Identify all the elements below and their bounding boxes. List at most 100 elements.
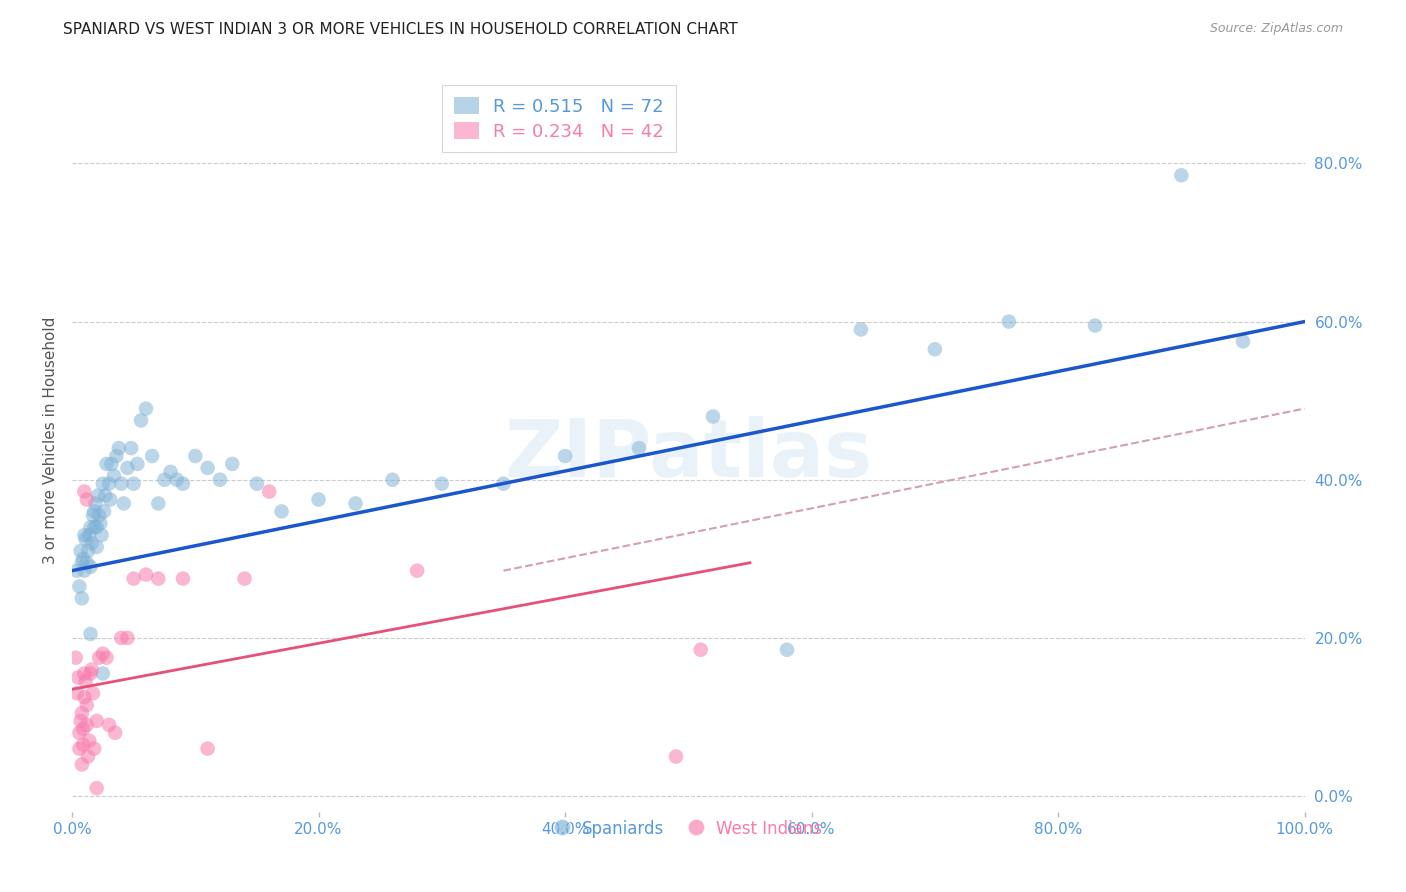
Point [66,564,89,578]
Point [96,650,118,665]
Point [628,441,651,455]
Point [129,413,152,427]
Point [197,741,219,756]
Point [96,457,118,471]
Point [75,674,97,689]
Point [153,473,176,487]
Point [127,457,149,471]
Point [70,706,93,720]
Point [122,476,145,491]
Point [197,461,219,475]
Point [87,489,110,503]
Point [77,544,100,558]
Point [110,476,132,491]
Point [689,642,711,657]
Point [208,473,231,487]
Point [148,496,170,510]
Point [86,540,108,554]
Point [86,520,108,534]
Point [98,718,121,732]
Point [72,722,94,736]
Point [381,473,404,487]
Point [82,686,104,700]
Point [246,476,269,491]
Point [93,504,115,518]
Point [76,698,98,712]
Point [135,401,157,416]
Point [67,670,90,684]
Point [924,343,946,357]
Point [103,468,125,483]
Text: ZIPatlas: ZIPatlas [505,416,873,494]
Point [72,738,94,752]
Point [80,663,103,677]
Y-axis label: 3 or more Vehicles in Household: 3 or more Vehicles in Household [44,317,58,564]
Point [70,757,93,772]
Point [91,647,114,661]
Point [1232,334,1254,349]
Point [430,476,453,491]
Point [89,650,111,665]
Text: Source: ZipAtlas.com: Source: ZipAtlas.com [1209,22,1343,36]
Point [998,315,1021,329]
Point [94,489,117,503]
Point [308,492,330,507]
Point [77,733,100,747]
Point [73,690,96,705]
Point [79,520,101,534]
Point [122,572,145,586]
Point [233,572,256,586]
Point [66,686,89,700]
Point [67,726,90,740]
Point [270,504,292,518]
Point [135,567,157,582]
Point [89,516,111,531]
Legend: Spaniards, West Indians: Spaniards, West Indians [548,814,828,845]
Point [104,726,127,740]
Point [75,532,97,546]
Point [72,551,94,566]
Point [83,504,105,518]
Point [80,536,103,550]
Point [1170,169,1192,183]
Point [120,441,142,455]
Point [108,441,131,455]
Point [67,580,90,594]
Point [73,528,96,542]
Point [344,496,367,510]
Point [105,449,128,463]
Point [82,508,104,523]
Point [73,484,96,499]
Point [70,591,93,606]
Point [77,528,100,542]
Point [221,457,243,471]
Point [91,666,114,681]
Point [159,465,181,479]
Point [849,322,872,336]
Point [69,544,91,558]
Point [776,642,799,657]
Point [492,476,515,491]
Point [83,741,105,756]
Point [406,564,429,578]
Point [702,409,724,424]
Point [166,473,188,487]
Point [86,781,108,796]
Point [76,556,98,570]
Point [117,631,139,645]
Point [89,508,111,523]
Point [76,718,98,732]
Point [70,556,93,570]
Point [112,496,135,510]
Point [69,714,91,728]
Point [79,627,101,641]
Point [100,457,122,471]
Point [184,449,207,463]
Point [172,572,194,586]
Point [117,461,139,475]
Point [86,714,108,728]
Point [148,572,170,586]
Point [90,528,112,542]
Point [172,476,194,491]
Text: SPANIARD VS WEST INDIAN 3 OR MORE VEHICLES IN HOUSEHOLD CORRELATION CHART: SPANIARD VS WEST INDIAN 3 OR MORE VEHICL… [63,22,738,37]
